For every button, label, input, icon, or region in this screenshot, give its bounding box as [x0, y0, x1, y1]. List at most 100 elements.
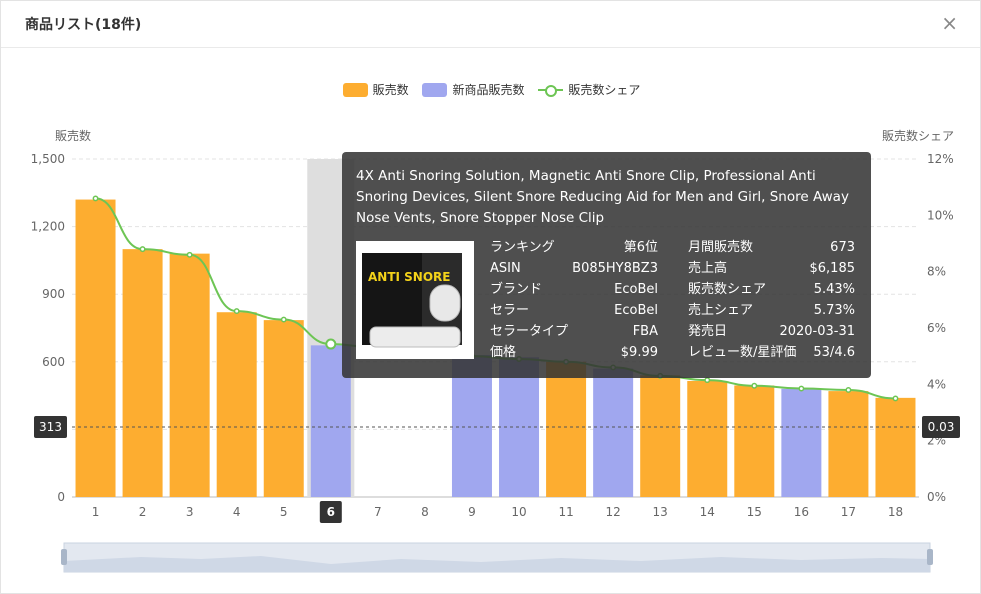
x-tick-label: 3	[186, 505, 194, 519]
x-tick-label: 12	[605, 505, 620, 519]
share-point[interactable]	[139, 246, 146, 253]
x-tick-label: 17	[841, 505, 856, 519]
x-tick-label: 5	[280, 505, 288, 519]
product-package-graphic: ANTI SNORE	[362, 253, 462, 348]
tooltip-key: 価格	[490, 345, 517, 360]
right-axis-tick-label: 12%	[927, 152, 954, 166]
slider-handle-right[interactable]	[927, 549, 933, 565]
x-tick-label: 15	[747, 505, 762, 519]
legend-item-sales[interactable]: 販売数	[342, 81, 409, 98]
x-tick-label: 1	[92, 505, 100, 519]
bar-sales[interactable]	[546, 361, 587, 497]
bar-sales[interactable]	[687, 380, 728, 497]
tooltip-row: ASIN B085HY8BZ3	[490, 258, 658, 279]
tooltip-key: 月間販売数	[688, 240, 754, 255]
tooltip-row: セラー EcoBel	[490, 300, 658, 321]
tooltip-row: 販売数シェア 5.43%	[688, 279, 855, 300]
product-image-label: ANTI SNORE	[368, 270, 450, 284]
tooltip-row: セラータイプ FBA	[490, 321, 658, 342]
modal-title: 商品リスト(18件)	[25, 17, 142, 33]
tooltip-key: ASIN	[490, 261, 521, 276]
share-point[interactable]	[704, 377, 711, 384]
legend-item-new-sales[interactable]: 新商品販売数	[422, 81, 525, 98]
right-axis-tick-label: 6%	[927, 321, 946, 335]
slider-handle-left[interactable]	[61, 549, 67, 565]
crosshair-left-value: 313	[39, 420, 62, 434]
bar-sales[interactable]	[216, 312, 257, 497]
tooltip-key: 売上シェア	[688, 303, 754, 318]
tooltip-key: 販売数シェア	[688, 282, 767, 297]
left-axis-tick-label: 1,200	[31, 220, 65, 234]
bar-new-sales[interactable]	[451, 355, 492, 497]
tooltip-row: 売上高 $6,185	[688, 258, 855, 279]
x-tick-label: 11	[558, 505, 573, 519]
left-axis-tick-label: 600	[42, 355, 65, 369]
tooltip-value: 第6位	[623, 240, 658, 255]
tooltip-value: $6,185	[809, 261, 856, 276]
legend-item-share[interactable]: 販売数シェア	[538, 81, 640, 98]
tooltip-row: 発売日 2020-03-31	[688, 321, 855, 342]
tooltip-row: 月間販売数 673	[688, 237, 855, 258]
close-icon[interactable]: ×	[941, 11, 958, 35]
bar-sales[interactable]	[75, 199, 116, 497]
tooltip-value: B085HY8BZ3	[572, 261, 658, 276]
x-tick-label: 4	[233, 505, 241, 519]
bar-sales[interactable]	[122, 249, 163, 497]
tooltip-key: 発売日	[688, 324, 728, 339]
bar-sales[interactable]	[263, 320, 304, 497]
bar-sales[interactable]	[734, 385, 775, 497]
crosshair-left-badge	[34, 416, 67, 438]
tooltip-key: ランキング	[490, 240, 555, 255]
share-point[interactable]	[798, 385, 805, 392]
x-tick-label: 16	[794, 505, 809, 519]
share-point[interactable]	[325, 338, 337, 350]
x-tick-label: 7	[374, 505, 382, 519]
tooltip-value: 53/4.6	[813, 345, 855, 360]
tooltip-value: 5.43%	[813, 282, 855, 297]
x-tick-label: 14	[700, 505, 715, 519]
right-axis-tick-label: 4%	[927, 377, 946, 391]
product-image: ANTI SNORE	[356, 241, 474, 359]
bar-new-sales[interactable]	[781, 388, 822, 497]
zoom-slider[interactable]	[61, 542, 933, 573]
legend-label: 販売数	[372, 83, 409, 97]
right-axis-tick-label: 0%	[927, 490, 946, 504]
share-point[interactable]	[186, 251, 193, 258]
share-point[interactable]	[751, 382, 758, 389]
bar-sales[interactable]	[640, 375, 681, 497]
legend-swatch	[342, 82, 368, 97]
share-point[interactable]	[845, 387, 852, 393]
bar-sales[interactable]	[169, 253, 210, 497]
right-axis-tick-label: 10%	[927, 208, 954, 222]
product-tooltip: 4X Anti Snoring Solution, Magnetic Anti …	[342, 152, 871, 378]
tooltip-key: 売上高	[688, 261, 728, 276]
crosshair-right-value: 0.03	[928, 420, 955, 434]
tooltip-key: レビュー数/星評価	[688, 345, 797, 360]
x-tick-label: 8	[421, 505, 429, 519]
x-tick-label: 13	[653, 505, 668, 519]
bar-sales[interactable]	[828, 391, 869, 497]
tooltip-value: FBA	[632, 324, 658, 339]
bar-new-sales[interactable]	[593, 368, 634, 497]
tooltip-key: セラー	[490, 303, 530, 318]
x-tick-highlight	[319, 501, 342, 523]
share-point[interactable]	[92, 195, 99, 202]
tooltip-value: 2020-03-31	[779, 324, 855, 339]
slider-preview	[64, 556, 930, 572]
tooltip-row: 売上シェア 5.73%	[688, 300, 855, 321]
x-tick-label: 6	[327, 505, 335, 519]
tooltip-row: ランキング 第6位	[490, 237, 658, 258]
crosshair-right-badge	[922, 416, 960, 438]
bar-sales[interactable]	[875, 397, 916, 497]
left-axis-tick-label: 1,500	[31, 152, 65, 166]
tooltip-value: $9.99	[620, 345, 658, 360]
x-tick-label: 2	[139, 505, 147, 519]
share-point[interactable]	[233, 308, 240, 315]
x-tick-label: 9	[468, 505, 476, 519]
tooltip-row: 価格 $9.99	[490, 342, 658, 363]
share-point[interactable]	[892, 395, 899, 402]
x-tick-label: 10	[511, 505, 526, 519]
tooltip-key: セラータイプ	[490, 324, 569, 339]
share-point[interactable]	[280, 316, 287, 323]
